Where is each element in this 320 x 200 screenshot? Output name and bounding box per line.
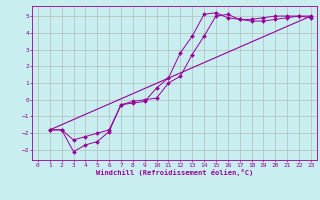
X-axis label: Windchill (Refroidissement éolien,°C): Windchill (Refroidissement éolien,°C) <box>96 169 253 176</box>
